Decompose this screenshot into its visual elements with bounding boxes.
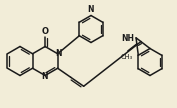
Text: N: N <box>41 72 48 81</box>
Text: CH₃: CH₃ <box>121 54 133 60</box>
Text: N: N <box>55 49 61 58</box>
Text: N: N <box>88 6 94 14</box>
Text: NH: NH <box>121 34 134 43</box>
Text: O: O <box>42 26 49 36</box>
